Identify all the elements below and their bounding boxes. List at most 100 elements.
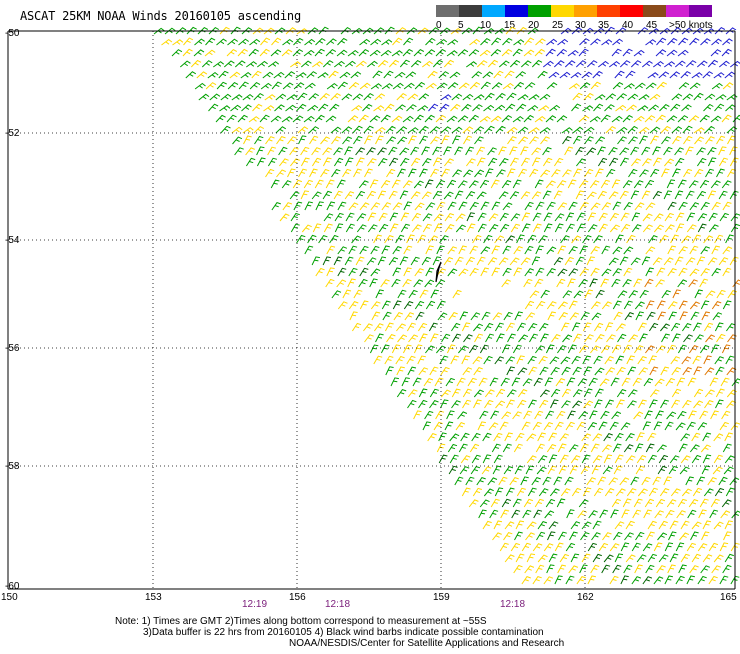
wind-barb [498,146,507,156]
wind-barb [534,179,544,189]
wind-barb [641,158,652,167]
wind-barb [484,399,494,409]
wind-barb [633,345,644,354]
wind-barb [689,245,699,255]
wind-barb [696,190,707,200]
wind-barb [251,70,262,79]
wind-barb [543,223,553,233]
wind-barb [661,168,670,178]
wind-barb [514,531,523,541]
wind-barb [333,147,343,156]
wind-barb [402,278,412,288]
wind-barb [540,169,551,178]
wind-barb [643,378,654,387]
wind-barb [461,487,471,497]
wind-barb [402,344,412,354]
wind-barb [498,476,508,486]
wind-barb [583,400,594,409]
wind-barb [440,94,452,101]
wind-barb [326,82,338,90]
wind-barb [677,410,687,420]
wind-barb [711,82,723,90]
wind-barb [700,444,711,453]
scale-label: 20 [528,20,540,31]
wind-barb [241,104,252,112]
wind-barb [551,169,561,178]
wind-barb [620,223,631,233]
wind-barb [631,542,641,552]
wind-barb [450,355,460,365]
wind-barb [675,542,685,552]
wind-barb [315,201,324,211]
wind-barb [729,477,740,486]
wind-barb [505,235,515,244]
wind-barb [700,267,710,277]
scale-label: 10 [480,20,492,31]
wind-barb [483,234,493,244]
wind-barb [380,279,390,288]
wind-barb [440,366,450,376]
wind-barb [441,333,451,343]
lon-label: 159 [433,592,450,603]
wind-barb [463,135,473,145]
wind-barb [465,476,475,486]
wind-barb [645,246,656,255]
wind-barb [510,542,521,552]
wind-barb [726,400,737,409]
wind-barb [513,39,525,46]
pass-time: 12:19 [242,599,268,610]
wind-barb [696,256,706,266]
wind-barb [528,399,537,409]
wind-barb [686,224,697,233]
wind-barb [523,410,533,420]
wind-barb [432,146,442,156]
wind-barb [691,454,702,464]
wind-barb [461,103,472,112]
wind-barb [653,576,664,585]
wind-barb [705,290,716,299]
wind-barb [499,223,510,233]
wind-barb [568,444,579,453]
note-line-1: Note: 1) Times are GMT 2)Times along bot… [115,616,487,627]
lat-label: -60 [5,581,20,592]
wind-barb [418,93,430,101]
wind-barb [620,542,630,552]
wind-barb [267,146,277,156]
wind-barb [671,126,683,134]
wind-barb [636,454,647,464]
wind-barb [696,476,706,486]
wind-barb [533,509,543,519]
wind-barb [326,267,335,277]
wind-barb [608,257,619,266]
wind-barb [715,366,725,376]
wind-barb [470,312,481,321]
wind-barb [392,202,403,211]
wind-barb [429,366,439,376]
wind-barb [696,60,708,68]
wind-barb [538,355,548,365]
wind-barb [527,487,537,497]
wind-barb [403,245,413,255]
wind-barb [670,234,679,244]
wind-barb [612,246,623,255]
wind-barb [279,158,289,167]
wind-barb [468,114,479,123]
wind-barb [646,311,656,321]
wind-barb [342,289,352,299]
wind-barb [667,245,677,255]
wind-barb [611,498,621,508]
wind-barb [595,168,604,178]
wind-barb [504,554,515,563]
wind-barb [436,345,446,354]
wind-barb [575,256,585,266]
wind-barb [549,488,560,497]
wind-barb [671,93,683,101]
wind-barb [626,488,637,497]
wind-barb [575,146,585,156]
wind-barb [595,289,605,299]
wind-barb [436,300,446,310]
wind-barb [644,278,654,288]
wind-barb [438,71,449,79]
wind-barb [408,334,418,343]
wind-barb [573,135,583,145]
